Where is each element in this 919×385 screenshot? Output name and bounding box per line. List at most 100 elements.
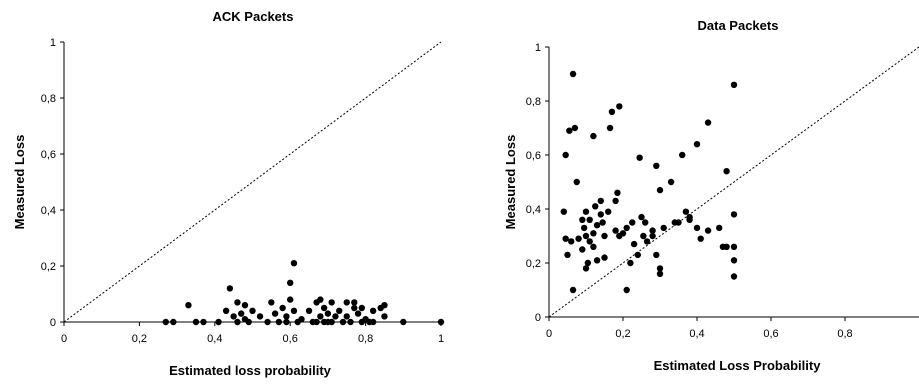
data-point	[656, 265, 664, 272]
data-point	[593, 222, 601, 229]
data-point	[290, 307, 298, 314]
data-point	[653, 162, 660, 169]
data-point	[675, 219, 682, 226]
data-point	[656, 270, 664, 277]
data-point	[562, 151, 569, 159]
data-point	[343, 299, 350, 306]
data-point	[730, 211, 738, 218]
x-tick-label: 0,2	[132, 333, 147, 345]
data-point	[290, 260, 298, 267]
data-point	[381, 302, 388, 309]
data-point	[704, 227, 712, 234]
data-point	[560, 208, 567, 215]
data-point	[582, 208, 590, 215]
data-point	[638, 213, 645, 221]
data-point	[660, 224, 667, 232]
tick-group: 0 0,2 0,4 0,6 0,8 1 0 0,2 0,4 0,6 0,8 1	[41, 37, 444, 345]
data-point	[593, 257, 601, 264]
data-point	[605, 208, 612, 215]
y-tick-label: 0	[50, 317, 56, 329]
data-point	[437, 318, 445, 326]
y-tick-label: 0,6	[526, 150, 541, 162]
data-point	[324, 310, 332, 317]
data-point	[723, 168, 730, 175]
x-tick-label: 0,4	[207, 333, 222, 345]
data-point	[597, 211, 604, 218]
data-point	[256, 313, 264, 320]
data-point	[566, 127, 573, 134]
data-point	[704, 119, 712, 126]
x-tick-label: 0,6	[283, 333, 298, 345]
data-point	[586, 238, 593, 245]
data-point	[192, 318, 200, 326]
data-point	[649, 232, 656, 240]
data-point	[582, 232, 590, 240]
data-point	[343, 313, 350, 320]
data-point	[584, 259, 592, 267]
data-point	[616, 103, 623, 110]
data-point	[599, 219, 606, 226]
reference-diagonal	[548, 46, 919, 318]
data-point	[317, 296, 324, 303]
y-tick-label: 0,6	[41, 149, 56, 161]
x-tick-label: 0	[61, 333, 67, 345]
tick-group: 0 0,2 0,4 0,6 0,8 1 0 0,2 0,4 0,6 0,8	[526, 42, 853, 340]
data-point	[351, 304, 358, 312]
data-point	[369, 307, 377, 314]
chart-title: Data Packets	[698, 18, 779, 33]
data-point	[582, 265, 590, 272]
data-point	[679, 151, 686, 159]
data-point	[400, 318, 407, 326]
data-point	[730, 273, 738, 280]
data-point	[200, 318, 207, 326]
data-point	[245, 318, 252, 326]
data-point	[381, 313, 388, 320]
data-point	[590, 132, 597, 140]
data-point	[697, 235, 704, 242]
data-point	[287, 279, 294, 286]
data-point	[313, 318, 320, 326]
data-point	[332, 313, 339, 320]
data-point	[627, 259, 634, 267]
y-tick-label: 0,4	[526, 204, 541, 216]
data-point	[630, 240, 638, 248]
data-point	[642, 219, 649, 226]
data-point	[185, 302, 192, 309]
point-group	[560, 70, 738, 294]
data-point	[612, 227, 619, 234]
data-point	[573, 178, 580, 186]
data-point	[601, 254, 608, 261]
data-point	[279, 304, 286, 312]
data-point	[241, 302, 249, 309]
x-tick-label: 1	[438, 333, 444, 345]
data-point	[730, 243, 738, 250]
data-point	[649, 227, 656, 234]
y-axis-label: Measured Loss	[503, 135, 518, 230]
data-point	[354, 310, 362, 317]
data-point	[336, 307, 343, 314]
data-point	[682, 208, 690, 215]
data-point	[730, 257, 738, 264]
data-point	[317, 313, 324, 320]
data-point	[562, 235, 569, 242]
data-point	[298, 316, 305, 323]
y-axis-label: Measured Loss	[12, 135, 27, 230]
data-point	[606, 124, 614, 132]
data-point	[586, 216, 593, 223]
data-point	[730, 81, 738, 89]
data-point	[656, 186, 664, 194]
data-point	[623, 224, 630, 232]
data-point	[305, 307, 313, 314]
data-point	[612, 197, 619, 205]
x-tick-label: 0,6	[763, 328, 778, 340]
chart-data-packets: Data Packets Measured Loss Estimated Los…	[503, 18, 919, 373]
data-point	[287, 296, 294, 303]
data-point	[579, 246, 586, 253]
data-point	[339, 318, 347, 326]
data-point	[592, 203, 599, 210]
data-point	[162, 318, 169, 326]
x-tick-label: 0,4	[689, 328, 704, 340]
data-point	[590, 230, 597, 237]
data-point	[597, 197, 604, 205]
data-point	[640, 232, 647, 240]
